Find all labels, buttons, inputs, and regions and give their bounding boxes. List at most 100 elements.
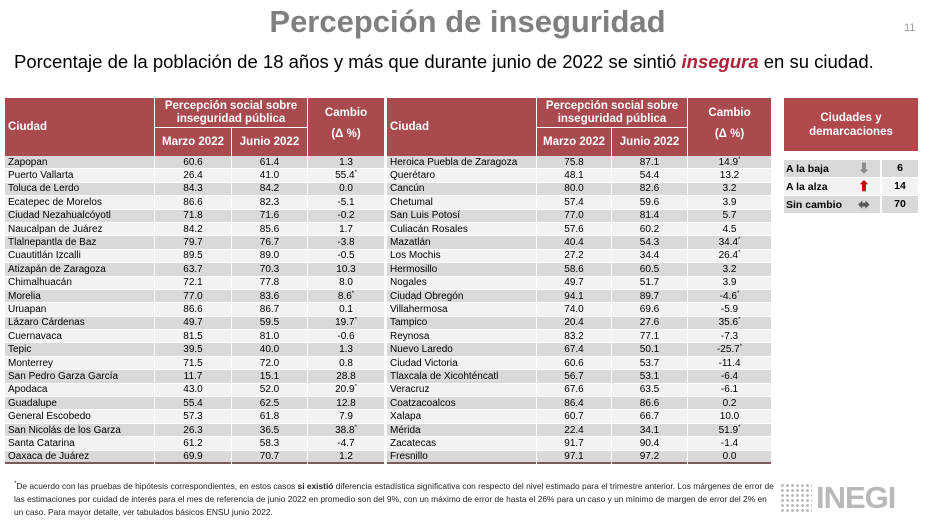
change-value-text: 20.9 [335,384,355,396]
change-value: 14.9* [688,156,773,170]
change-value-text: -7.3 [720,330,739,342]
june-value: 52.0 [232,383,309,398]
table-row: Villahermosa 74.0 69.6 -5.9 [387,303,773,317]
table-row: San Pedro Garza García 11.7 15.1 28.8 [5,370,386,384]
change-value-text: 5.7 [722,210,737,222]
table-row: Culiacán Rosales 57.6 60.2 4.5 [387,222,773,237]
table-row: Ciudad Obregón 94.1 89.7 -4.6* [387,289,773,304]
march-value-text: 97.1 [564,451,584,463]
march-value-text: 67.6 [564,384,584,396]
march-value-text: 60.6 [183,156,203,168]
june-value: 70.3 [232,263,309,277]
june-value: 60.2 [612,222,689,237]
change-value-text: 3.2 [722,183,737,195]
city-cell-text: Tampico [390,317,428,329]
change-value-text: 55.4 [335,170,355,182]
city-cell-text: San Luis Potosí [390,210,461,222]
march-value-text: 77.0 [183,290,203,302]
change-value-text: 1.3 [339,156,353,168]
june-value: 60.5 [612,263,689,277]
march-value-text: 91.7 [564,437,584,449]
city-cell-text: Ciudad Nezahualcóyotl [8,210,111,222]
header-city: Ciudad [387,98,537,156]
june-value-text: 61.4 [259,156,280,168]
change-value-text: 10.3 [336,263,356,275]
footnote-mark: * [14,481,17,487]
change-value: 13.2 [688,169,773,183]
city-cell: Tampico [387,316,537,331]
june-value-text: 90.4 [639,437,660,449]
june-value: 66.7 [612,410,689,424]
march-value: 27.2 [537,249,612,264]
city-cell: Santa Catarina [5,437,155,451]
table-row: Tlalnepantla de Baz 79.7 76.7 -3.8 [5,236,386,250]
change-value: 1.3 [308,343,386,357]
june-value: 62.5 [232,397,309,411]
city-cell: Chimalhuacán [5,276,155,290]
city-cell-text: Ciudad Obregón [390,290,464,302]
march-value: 81.5 [155,330,232,344]
march-value-text: 86.6 [183,196,203,208]
change-value: 5.7 [688,209,773,223]
city-cell: Chetumal [387,196,537,210]
change-value-text: 51.9 [718,424,739,436]
june-value: 41.0 [232,169,309,183]
change-value-text: 12.8 [336,397,356,409]
march-value-text: 75.8 [564,156,584,168]
city-cell: General Escobedo [5,410,155,424]
city-cell: Nogales [387,276,537,290]
summary-row: Sin cambio ⬌ 70 [784,196,918,213]
march-value: 60.6 [537,356,612,371]
change-value: 8.6* [308,289,386,304]
city-cell: Tepic [5,343,155,357]
june-value: 81.0 [232,330,309,344]
march-value-text: 60.7 [564,411,584,423]
city-cell-text: Cuernavaca [8,330,62,342]
table-row: Hermosillo 58.6 60.5 3.2 [387,263,773,277]
header-perception: Percepción social sobre inseguridad públ… [155,98,309,128]
june-value-text: 86.6 [639,397,660,409]
june-value: 51.7 [612,276,689,290]
change-value-text: 8.0 [339,277,353,289]
change-value-text: 0.2 [722,397,737,409]
city-cell-text: Mérida [390,424,421,436]
city-cell: Ciudad Nezahualcóyotl [5,209,155,223]
march-value: 61.2 [155,437,232,451]
june-value-text: 63.5 [639,384,660,396]
change-value: 1.2 [308,450,386,464]
june-value-text: 54.4 [639,170,660,182]
table-row: Tampico 20.4 27.6 35.6* [387,316,773,331]
june-value-text: 70.7 [259,451,280,463]
march-value: 71.5 [155,356,232,371]
june-value-text: 82.3 [259,196,280,208]
significance-mark: * [351,290,355,297]
march-value-text: 81.5 [183,330,203,342]
march-value: 11.7 [155,370,232,384]
june-value-text: 70.3 [259,263,280,275]
change-value-text: 1.3 [339,344,353,356]
june-value-text: 82.6 [639,183,660,195]
city-cell: Cancún [387,182,537,197]
march-value-text: 67.4 [564,344,584,356]
march-value: 55.4 [155,397,232,411]
city-cell-text: Fresnillo [390,451,428,463]
change-value: 35.6* [688,316,773,331]
change-value: 0.0 [688,450,773,464]
significance-mark: * [738,424,741,431]
city-cell: Atizapán de Zaragoza [5,263,155,277]
march-value: 49.7 [155,316,232,331]
june-value: 15.1 [232,370,309,384]
city-cell-text: Uruapan [8,303,47,315]
march-value-text: 57.4 [564,196,584,208]
march-value-text: 61.2 [183,437,203,449]
city-cell-text: Xalapa [390,411,422,423]
header-change: Cambio [688,98,773,128]
inegi-logo: INEGI [780,480,896,516]
june-value-text: 59.6 [639,196,660,208]
june-value: 97.2 [612,450,689,464]
june-value-text: 77.8 [259,277,280,289]
city-cell: Xalapa [387,410,537,424]
june-value: 53.7 [612,356,689,371]
march-value-text: 89.5 [183,250,203,262]
city-cell: Villahermosa [387,303,537,317]
